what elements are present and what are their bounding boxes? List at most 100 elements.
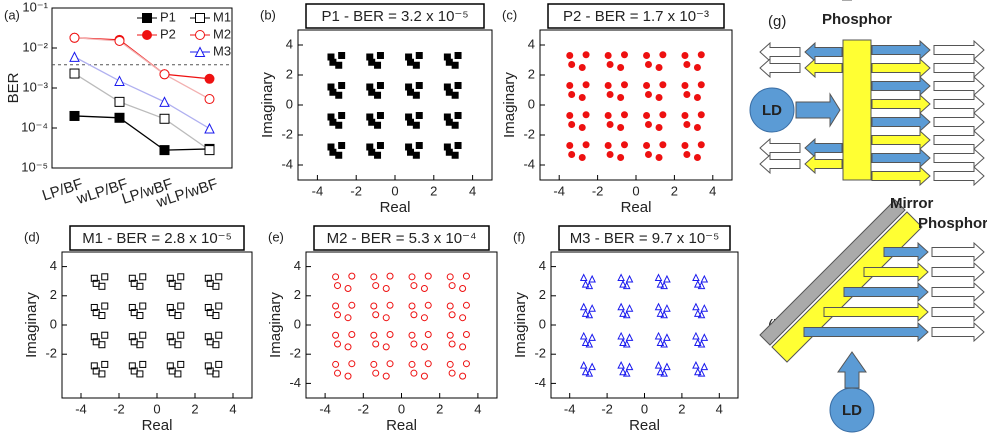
chart-title: M1 - BER = 2.8 x 10⁻⁵ <box>82 230 232 247</box>
data-point <box>349 331 355 337</box>
data-point <box>682 83 688 89</box>
data-point <box>618 65 624 71</box>
y-tick-label: 0 <box>286 96 293 111</box>
x-tick-label: -2 <box>350 183 362 198</box>
x-tick-label: 4 <box>469 183 476 198</box>
panel-label: (g) <box>768 13 786 30</box>
data-point <box>425 273 431 279</box>
arrow <box>805 155 842 173</box>
x-tick-label: -4 <box>564 401 576 416</box>
data-point <box>569 152 575 158</box>
data-point <box>421 286 427 292</box>
y-axis-label: Imaginary <box>501 72 518 138</box>
data-point <box>627 305 633 311</box>
y-tick-label: -2 <box>281 126 293 141</box>
data-point <box>345 344 351 350</box>
data-point <box>373 312 379 318</box>
arrow <box>932 303 984 321</box>
data-point <box>656 65 662 71</box>
data-point <box>377 53 383 59</box>
data-point <box>460 344 466 350</box>
x-tick-label: -2 <box>358 401 370 416</box>
data-point <box>682 53 688 59</box>
data-point <box>213 313 219 319</box>
data-point <box>369 89 375 95</box>
data-point <box>387 273 393 279</box>
y-tick-label: -2 <box>534 346 546 361</box>
data-point <box>377 113 383 119</box>
data-point <box>698 112 704 118</box>
data-point <box>99 283 105 289</box>
x-axis-label: Real <box>386 417 417 434</box>
data-point <box>447 303 453 309</box>
data-point <box>409 274 415 280</box>
data-point <box>178 332 184 338</box>
data-point <box>463 331 469 337</box>
y-tick-label: 0 <box>528 96 535 111</box>
data-point <box>99 371 105 377</box>
data-point <box>160 70 169 79</box>
data-point <box>460 286 466 292</box>
data-point <box>205 74 214 83</box>
ld-label: LD <box>842 402 862 419</box>
panel-label: (f) <box>513 229 525 244</box>
y-tick-label: -2 <box>45 346 57 361</box>
data-point <box>644 53 650 59</box>
x-tick-label: 4 <box>229 401 236 416</box>
data-point <box>583 310 589 316</box>
data-point <box>178 274 184 280</box>
arrow <box>932 263 984 281</box>
data-point <box>349 273 355 279</box>
data-point <box>693 362 699 368</box>
data-point <box>205 146 214 155</box>
data-point <box>644 143 650 149</box>
data-point <box>115 97 124 106</box>
data-point <box>605 143 611 149</box>
data-point <box>411 341 417 347</box>
x-tick-label: 4 <box>474 401 481 416</box>
data-point <box>413 152 419 158</box>
arrow <box>872 95 930 113</box>
data-point <box>627 364 633 370</box>
data-point <box>569 122 575 128</box>
data-point <box>607 62 613 68</box>
x-tick-label: 0 <box>391 183 398 198</box>
data-point <box>664 276 670 282</box>
data-point <box>567 113 573 119</box>
y-axis-label: Imaginary <box>267 292 284 358</box>
data-point <box>455 143 461 149</box>
data-point <box>684 152 690 158</box>
y-tick-label: 2 <box>539 287 546 302</box>
data-point <box>693 333 699 339</box>
data-point <box>664 305 670 311</box>
data-point <box>377 143 383 149</box>
arrow <box>934 167 984 185</box>
data-point <box>618 362 624 368</box>
arrow <box>934 113 984 131</box>
data-point <box>411 312 417 318</box>
legend-marker <box>143 14 152 23</box>
chart-title: P2 - BER = 1.7 x 10⁻³ <box>563 8 709 25</box>
data-point <box>698 82 704 88</box>
data-point <box>411 283 417 289</box>
data-point <box>583 281 589 287</box>
legend-label: M2 <box>213 26 231 41</box>
data-point <box>583 340 589 346</box>
arrow <box>934 41 984 59</box>
y-tick-label: 10⁻² <box>22 39 48 54</box>
data-point <box>413 62 419 68</box>
y-tick-label: 10⁻⁵ <box>21 159 48 174</box>
arrow <box>805 43 842 61</box>
phosphor-label: Phosphor <box>822 11 892 28</box>
data-point <box>383 286 389 292</box>
y-tick-label: -4 <box>289 375 301 390</box>
data-point <box>349 361 355 367</box>
arrow <box>934 59 984 77</box>
y-axis-label: BER <box>5 72 22 103</box>
data-point <box>333 303 339 309</box>
data-point <box>333 361 339 367</box>
data-point <box>178 361 184 367</box>
data-point <box>581 362 587 368</box>
data-point <box>387 361 393 367</box>
data-point <box>656 125 662 131</box>
